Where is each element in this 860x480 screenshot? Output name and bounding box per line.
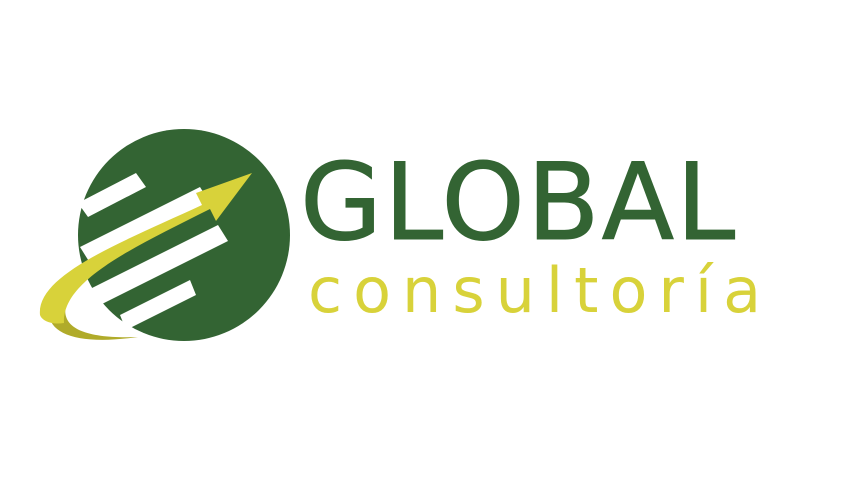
speed-stripes: [78, 173, 228, 330]
swoosh-arrow: [39, 173, 252, 324]
brand-name: GLOBAL: [299, 141, 738, 264]
brand-tagline: consultoría: [308, 254, 773, 327]
globe-growth-arrow-icon: [39, 129, 290, 341]
swoosh-shadow: [49, 297, 138, 340]
wordmark: GLOBAL consultoría: [299, 141, 840, 330]
